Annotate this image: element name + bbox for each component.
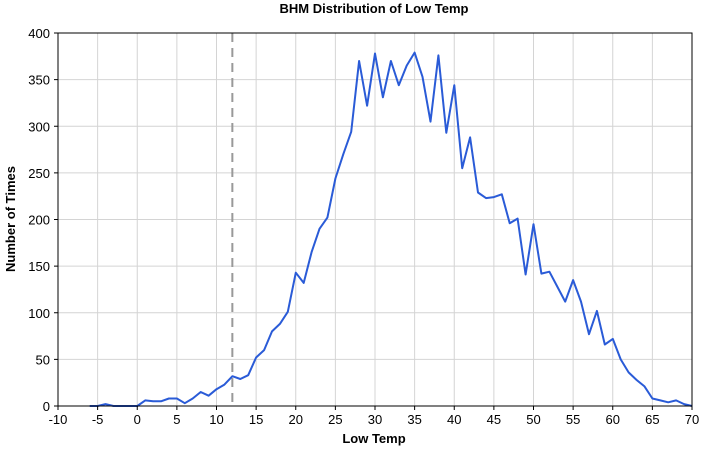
x-tick-label: 15 — [249, 412, 263, 427]
x-axis: -10 -5 0 5 10 15 20 25 30 35 40 45 50 55 60 65 70 — [49, 406, 699, 427]
y-tick-label: 100 — [28, 306, 50, 321]
y-tick-label: 200 — [28, 213, 50, 228]
x-tick-label: 0 — [134, 412, 141, 427]
x-tick-label: 5 — [173, 412, 180, 427]
x-tick-label: 55 — [566, 412, 580, 427]
y-tick-label: 0 — [43, 399, 50, 414]
x-tick-label: 70 — [685, 412, 699, 427]
y-tick-label: 350 — [28, 73, 50, 88]
x-tick-label: 25 — [328, 412, 342, 427]
x-tick-label: 65 — [645, 412, 659, 427]
x-tick-label: 30 — [368, 412, 382, 427]
x-tick-label: -10 — [49, 412, 68, 427]
y-tick-label: 50 — [36, 352, 50, 367]
y-tick-label: 150 — [28, 259, 50, 274]
y-tick-label: 250 — [28, 166, 50, 181]
y-tick-label: 300 — [28, 119, 50, 134]
x-tick-label: 45 — [487, 412, 501, 427]
x-tick-label: 10 — [209, 412, 223, 427]
x-tick-label: 40 — [447, 412, 461, 427]
series-line — [89, 51, 693, 407]
x-tick-label: 60 — [606, 412, 620, 427]
x-tick-label: -5 — [92, 412, 104, 427]
y-tick-label: 400 — [28, 26, 50, 41]
x-axis-label: Low Temp — [342, 431, 405, 446]
grid-lines — [57, 32, 693, 407]
x-tick-label: 20 — [289, 412, 303, 427]
y-axis: 0 50 100 150 200 250 300 350 400 — [28, 26, 58, 414]
chart-title: BHM Distribution of Low Temp — [280, 1, 469, 16]
y-axis-label: Number of Times — [3, 166, 18, 272]
x-tick-label: 50 — [526, 412, 540, 427]
x-tick-label: 35 — [407, 412, 421, 427]
